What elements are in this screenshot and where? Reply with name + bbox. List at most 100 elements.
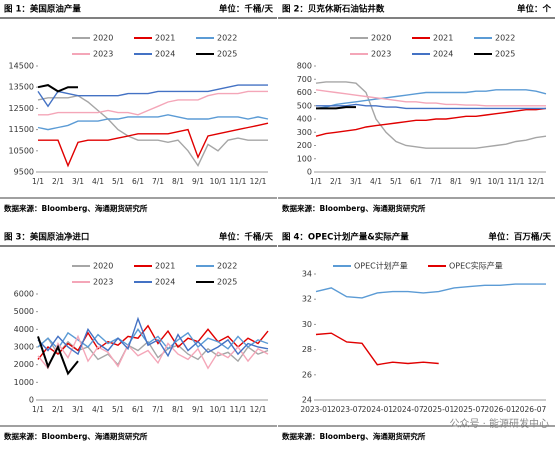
x-tick-label: 2025-01 bbox=[423, 405, 455, 414]
series-line bbox=[315, 81, 547, 149]
x-tick-label: 3/1 bbox=[72, 405, 84, 414]
chart-panel: 图 3：美国原油净进口 单位：千桶/天数据来源：Bloomberg、海通期货研究所… bbox=[0, 232, 277, 441]
x-tick-label: 9/1 bbox=[192, 405, 204, 414]
series-line bbox=[37, 324, 269, 360]
x-tick-label: 5/1 bbox=[390, 177, 402, 186]
y-tick-label: 26 bbox=[302, 370, 312, 379]
x-tick-label: 2026-01 bbox=[484, 405, 516, 414]
x-tick-label: 7/1 bbox=[430, 177, 442, 186]
y-tick-label: 100 bbox=[297, 154, 312, 163]
source-note: 数据来源：Bloomberg、海通期货研究所 bbox=[282, 203, 426, 213]
chart-panel: 图 4：OPEC计划产量&实际产量 单位：百万桶/天数据来源：Bloomberg、… bbox=[278, 232, 555, 441]
series-line bbox=[37, 84, 268, 108]
series-line bbox=[37, 336, 79, 376]
x-tick-label: 4/1 bbox=[370, 177, 382, 186]
y-tick-label: 2000 bbox=[14, 360, 34, 369]
x-tick-label: 4/1 bbox=[92, 177, 104, 186]
x-tick-label: 5/1 bbox=[112, 405, 124, 414]
y-tick-label: 34 bbox=[302, 270, 312, 279]
legend-label: 2024 bbox=[155, 278, 175, 287]
legend-label: 2020 bbox=[93, 34, 113, 43]
x-tick-label: 10/1 bbox=[210, 405, 227, 414]
x-tick-label: 3/1 bbox=[350, 177, 362, 186]
y-tick-label: 800 bbox=[297, 62, 312, 71]
x-tick-label: 2023-01 bbox=[300, 405, 332, 414]
x-tick-label: 8/1 bbox=[172, 405, 184, 414]
y-tick-label: 1000 bbox=[14, 378, 34, 387]
series-line bbox=[315, 283, 546, 299]
legend-label: OPEC计划产量 bbox=[354, 261, 408, 271]
x-tick-label: 2025-07 bbox=[454, 405, 486, 414]
legend-label: 2020 bbox=[93, 262, 113, 271]
legend-label: OPEC实际产量 bbox=[449, 261, 503, 271]
y-tick-label: 10500 bbox=[9, 146, 34, 155]
legend-label: 2021 bbox=[155, 34, 175, 43]
x-tick-label: 8/1 bbox=[450, 177, 462, 186]
legend-label: 2025 bbox=[217, 50, 237, 59]
x-tick-label: 3/1 bbox=[72, 177, 84, 186]
legend-label: 2024 bbox=[433, 50, 453, 59]
unit-label: 单位：百万桶/天 bbox=[488, 232, 551, 243]
watermark: 公众号 · 能源研发中心 bbox=[449, 417, 549, 430]
series-line bbox=[37, 316, 269, 358]
series-line bbox=[315, 332, 439, 366]
series-line bbox=[315, 89, 546, 107]
series-line bbox=[316, 106, 356, 110]
legend-label: 2022 bbox=[495, 34, 515, 43]
x-tick-label: 2024-07 bbox=[392, 405, 424, 414]
x-tick-label: 11/1 bbox=[230, 177, 247, 186]
series-line bbox=[37, 334, 269, 370]
x-tick-label: 2024-01 bbox=[362, 405, 394, 414]
x-tick-label: 10/1 bbox=[210, 177, 227, 186]
x-tick-label: 7/1 bbox=[152, 177, 164, 186]
source-note: 数据来源：Bloomberg、海通期货研究所 bbox=[4, 203, 148, 213]
y-tick-label: 300 bbox=[297, 128, 312, 137]
x-tick-label: 10/1 bbox=[488, 177, 505, 186]
x-tick-label: 1/1 bbox=[310, 177, 322, 186]
x-tick-label: 6/1 bbox=[410, 177, 422, 186]
x-tick-label: 6/1 bbox=[132, 405, 144, 414]
y-tick-label: 5000 bbox=[14, 307, 34, 316]
legend-label: 2025 bbox=[217, 278, 237, 287]
x-tick-label: 12/1 bbox=[528, 177, 545, 186]
figure-title: 图 2：贝克休斯石油钻井数 bbox=[282, 4, 385, 15]
x-tick-label: 8/1 bbox=[172, 177, 184, 186]
legend-label: 2021 bbox=[433, 34, 453, 43]
x-tick-label: 9/1 bbox=[470, 177, 482, 186]
y-tick-label: 3000 bbox=[14, 343, 34, 352]
legend-label: 2023 bbox=[371, 50, 391, 59]
x-tick-label: 6/1 bbox=[132, 177, 144, 186]
y-tick-label: 12500 bbox=[9, 104, 34, 113]
legend-label: 2025 bbox=[495, 50, 515, 59]
x-tick-label: 12/1 bbox=[250, 405, 267, 414]
x-tick-label: 4/1 bbox=[92, 405, 104, 414]
y-tick-label: 200 bbox=[297, 141, 312, 150]
x-tick-label: 12/1 bbox=[250, 177, 267, 186]
figure-title: 图 4：OPEC计划产量&实际产量 bbox=[282, 232, 409, 243]
y-tick-label: 0 bbox=[307, 168, 312, 177]
y-tick-label: 0 bbox=[29, 396, 34, 405]
y-tick-label: 9500 bbox=[14, 168, 34, 177]
x-tick-label: 1/1 bbox=[32, 177, 44, 186]
y-tick-label: 700 bbox=[297, 75, 312, 84]
y-tick-label: 500 bbox=[297, 101, 312, 110]
x-tick-label: 2026-07 bbox=[515, 405, 547, 414]
unit-label: 单位：千桶/天 bbox=[219, 4, 274, 15]
x-tick-label: 2023-07 bbox=[331, 405, 363, 414]
y-tick-label: 4000 bbox=[14, 325, 34, 334]
legend-label: 2022 bbox=[217, 34, 237, 43]
x-tick-label: 2/1 bbox=[52, 405, 64, 414]
legend-label: 2022 bbox=[217, 262, 237, 271]
series-line bbox=[38, 90, 268, 116]
legend-label: 2023 bbox=[93, 50, 113, 59]
x-tick-label: 9/1 bbox=[192, 177, 204, 186]
series-line bbox=[37, 114, 269, 131]
figure-title: 图 3：美国原油净进口 bbox=[4, 232, 89, 243]
x-tick-label: 2/1 bbox=[330, 177, 342, 186]
y-tick-label: 14500 bbox=[9, 62, 34, 71]
y-tick-label: 6000 bbox=[14, 290, 34, 299]
x-tick-label: 7/1 bbox=[152, 405, 164, 414]
